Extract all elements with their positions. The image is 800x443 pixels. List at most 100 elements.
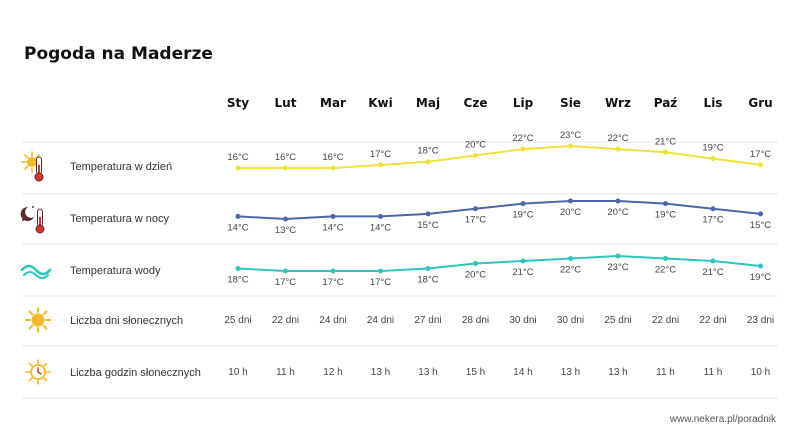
table-cell: 23 dni (747, 315, 774, 326)
data-point (615, 198, 621, 204)
data-label: 14°C (227, 222, 248, 233)
data-point (568, 256, 573, 261)
row-label: Temperatura wody (70, 265, 161, 277)
table-cell: 24 dni (367, 315, 394, 326)
data-point (283, 268, 288, 274)
data-point (425, 211, 431, 217)
data-label: 19°C (655, 210, 676, 221)
month-header: Paź (654, 96, 678, 110)
data-point (663, 256, 668, 261)
table-cell: 13 h (608, 367, 627, 378)
data-point (473, 206, 478, 212)
month-header: Maj (416, 96, 440, 110)
month-header: Sie (560, 96, 581, 110)
data-label: 18°C (417, 275, 438, 286)
data-label: 20°C (465, 139, 486, 150)
data-label: 17°C (275, 277, 296, 288)
data-point (710, 206, 716, 212)
data-point (283, 216, 288, 222)
data-point (615, 146, 621, 152)
row-label: Liczba dni słonecznych (70, 315, 183, 327)
table-cell: 27 dni (414, 315, 441, 326)
month-header: Cze (464, 96, 488, 110)
data-point (473, 152, 478, 158)
data-label: 21°C (512, 267, 533, 278)
data-point (425, 159, 431, 165)
data-point (235, 165, 241, 171)
data-label: 20°C (607, 207, 628, 218)
line-water-path (237, 254, 761, 272)
month-header: Lut (275, 96, 297, 110)
table-cell: 24 dni (319, 315, 346, 326)
table-cell: 28 dni (462, 315, 489, 326)
data-label: 18°C (417, 146, 438, 157)
data-point (568, 198, 573, 204)
data-point (758, 162, 763, 168)
data-point (378, 162, 383, 168)
table-cell: 25 dni (604, 315, 631, 326)
data-point (425, 266, 431, 271)
data-point (710, 156, 716, 162)
table-cell: 25 dni (224, 315, 251, 326)
data-label: 22°C (512, 133, 533, 144)
data-label: 20°C (560, 207, 581, 218)
data-label: 17°C (370, 277, 391, 288)
month-header: Sty (227, 96, 249, 110)
data-point (758, 211, 763, 217)
table-cell: 15 h (466, 367, 485, 378)
sun-thermometer-icon (21, 151, 44, 182)
data-label: 14°C (370, 222, 391, 233)
moon-thermometer-icon (20, 206, 45, 234)
data-point (330, 268, 336, 274)
data-label: 17°C (702, 215, 723, 226)
month-header: Lis (704, 96, 723, 110)
data-point (520, 146, 526, 152)
data-point (330, 213, 336, 219)
row-label: Temperatura w nocy (70, 213, 170, 225)
data-point (473, 261, 478, 266)
table-cell: 13 h (371, 367, 390, 378)
data-label: 15°C (417, 220, 438, 231)
data-point (330, 165, 336, 171)
sun-clock-icon (25, 359, 51, 385)
row-label: Temperatura w dzień (70, 161, 172, 173)
month-header: Lip (513, 96, 534, 110)
data-label: 23°C (560, 130, 581, 141)
data-point (758, 263, 763, 269)
line-day-path (238, 144, 761, 169)
table-cell: 11 h (656, 367, 675, 378)
data-label: 14°C (322, 222, 343, 233)
data-point (710, 258, 716, 264)
month-header: Mar (320, 96, 346, 110)
data-point (663, 149, 668, 155)
data-point (378, 268, 383, 274)
data-label: 22°C (607, 133, 628, 144)
data-label: 16°C (322, 152, 343, 163)
data-label: 17°C (322, 277, 343, 288)
data-label: 18°C (227, 275, 248, 286)
data-point (235, 266, 241, 271)
data-label: 13°C (275, 225, 296, 236)
data-label: 17°C (750, 149, 771, 160)
page-title: Pogoda na Maderze (24, 44, 213, 64)
table-cell: 30 dni (509, 315, 536, 326)
data-point (235, 213, 241, 219)
data-point (520, 201, 526, 207)
data-label: 20°C (465, 270, 486, 281)
table-cell: 14 h (513, 367, 532, 378)
table-cell: 10 h (228, 367, 247, 378)
table-cell: 11 h (276, 367, 295, 378)
data-label: 17°C (370, 149, 391, 160)
line-night-path (237, 200, 761, 221)
table-cell: 13 h (418, 367, 437, 378)
data-point (615, 253, 621, 259)
data-label: 19°C (702, 143, 723, 154)
source-credit: www.nekera.pl/poradnik (669, 414, 776, 425)
table-cell: 11 h (704, 367, 723, 378)
table-cell: 12 h (323, 367, 342, 378)
data-label: 22°C (560, 265, 581, 276)
data-point (378, 213, 383, 219)
month-header: Wrz (605, 96, 631, 110)
table-cell: 22 dni (272, 315, 299, 326)
